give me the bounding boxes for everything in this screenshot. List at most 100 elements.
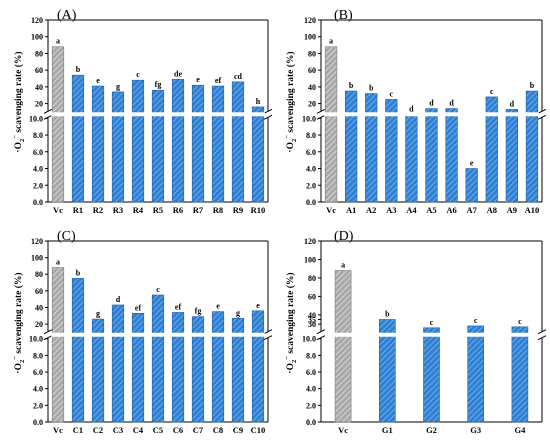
bar-vc: [324, 46, 338, 203]
panel-d: (D) ·O2− scavenging rate (%) 0.0 2.0 4.0 6.…: [284, 229, 547, 435]
x-tick-label: Vc: [53, 205, 63, 215]
significance-letter: g: [236, 308, 240, 317]
x-tick-label: A8: [487, 205, 497, 215]
significance-letter: e: [256, 301, 260, 310]
bar-c6: [171, 312, 185, 423]
bar-break-gap: [378, 332, 397, 337]
bar-break-gap: [211, 332, 225, 337]
y-tick-label: 30: [308, 320, 316, 329]
x-tick-label: R10: [251, 205, 266, 215]
x-tick-label: A2: [366, 205, 376, 215]
y-tick-label: 60: [35, 66, 43, 75]
significance-letter: e: [96, 76, 100, 85]
bar-a7: [465, 168, 478, 203]
panel-a-bars: a Vc b R1 e R2 g R3 c R4 fg R5 de R6 e R7 ef R8 cd R9 h R10: [51, 37, 265, 215]
x-tick-label: R5: [153, 205, 163, 215]
x-tick-label: C6: [173, 425, 183, 435]
panel-c-label: (C): [57, 229, 76, 244]
y-tick-label: 80: [35, 49, 43, 58]
bar-break-gap: [171, 332, 185, 337]
significance-letter: fg: [195, 307, 202, 316]
y-tick-label: 4.0: [306, 385, 316, 394]
y-tick-label: 6.0: [33, 368, 43, 377]
bar-break-gap: [334, 332, 353, 337]
panel-b-label: (B): [334, 8, 353, 23]
bar-vc: [334, 270, 352, 423]
bar-break-gap: [151, 332, 165, 337]
y-tick-label: 40: [35, 83, 43, 92]
y-tick-label: 120: [304, 16, 316, 25]
significance-letter: ef: [175, 302, 182, 311]
bar-break-gap: [344, 112, 358, 117]
significance-letter: fg: [155, 80, 162, 89]
panel-a-label: (A): [57, 8, 77, 23]
panel-b-ylabel: ·O2− scavenging rate (%): [284, 51, 298, 152]
panel-a-ylabel: ·O2− scavenging rate (%): [12, 51, 26, 152]
x-tick-label: G3: [470, 425, 481, 435]
bar-break-gap: [231, 112, 245, 117]
y-tick-label: 10.0: [302, 335, 316, 344]
bar-r10: [251, 106, 265, 203]
bar-g2: [423, 327, 440, 423]
bar-a3: [385, 99, 398, 203]
bar-a10: [525, 90, 539, 203]
significance-letter: a: [329, 37, 333, 46]
x-tick-label: A5: [426, 205, 436, 215]
bar-break-gap: [424, 112, 439, 117]
y-tick-label: 4.0: [33, 385, 43, 394]
significance-letter: de: [174, 69, 182, 78]
bar-break-gap: [484, 112, 499, 117]
bar-break-gap: [91, 332, 105, 337]
y-tick-label: 100: [31, 254, 43, 263]
panel-c-ylabel: ·O2− scavenging rate (%): [12, 272, 26, 373]
significance-letter: ef: [215, 76, 222, 85]
bar-break-gap: [111, 332, 125, 337]
significance-letter: g: [116, 82, 120, 91]
panel-b-axes: 0.0 2.0 4.0 6.0 8.0 10.0 20 40 60 80 100 120: [302, 16, 547, 207]
x-tick-label: R4: [133, 205, 144, 215]
y-tick-label: 2.0: [306, 181, 316, 190]
bar-break-gap: [364, 112, 379, 117]
bar-vc: [51, 267, 65, 423]
bar-a2: [365, 93, 378, 203]
bar-c8: [211, 311, 225, 423]
bar-break-gap: [191, 112, 205, 117]
panel-b-bars: a Vc b A1 b A2 c A3 d A4 d A5 d A6 e A7 c A8 d A9 b A10: [324, 37, 539, 215]
y-tick-label: 0.0: [306, 418, 316, 427]
bar-break-gap: [510, 332, 529, 337]
bar-break-gap: [171, 112, 185, 117]
y-tick-label: 8.0: [33, 351, 43, 360]
bar-break-gap: [324, 112, 338, 117]
y-tick-label: 20: [35, 320, 43, 329]
bar-c2: [91, 318, 105, 423]
y-tick-label: 120: [31, 237, 43, 246]
bar-c4: [131, 312, 145, 423]
y-tick-label: 100: [31, 33, 43, 42]
bar-a1: [345, 90, 358, 203]
bar-break-gap: [51, 112, 65, 117]
significance-letter: b: [76, 65, 81, 74]
significance-letter: b: [530, 81, 535, 90]
bar-g1: [378, 319, 396, 423]
significance-letter: b: [349, 81, 354, 90]
x-tick-label: G4: [514, 425, 526, 435]
significance-letter: e: [470, 159, 474, 168]
significance-letter: b: [76, 268, 81, 277]
x-tick-label: C10: [251, 425, 266, 435]
y-tick-label: 120: [31, 16, 43, 25]
significance-letter: c: [474, 316, 478, 325]
y-tick-label: 100: [304, 33, 316, 42]
y-tick-label: 80: [308, 49, 316, 58]
bar-vc: [51, 46, 65, 203]
x-tick-label: R9: [233, 205, 243, 215]
bar-r4: [131, 79, 145, 203]
y-tick-label: 60: [308, 66, 316, 75]
y-tick-label: 4.0: [33, 165, 43, 174]
panel-d-label: (D): [334, 229, 354, 244]
significance-letter: c: [390, 89, 394, 98]
bar-break-gap: [525, 112, 539, 117]
y-tick-label: 0.0: [33, 418, 43, 427]
y-tick-label: 40: [308, 311, 316, 320]
x-tick-label: C5: [153, 425, 163, 435]
